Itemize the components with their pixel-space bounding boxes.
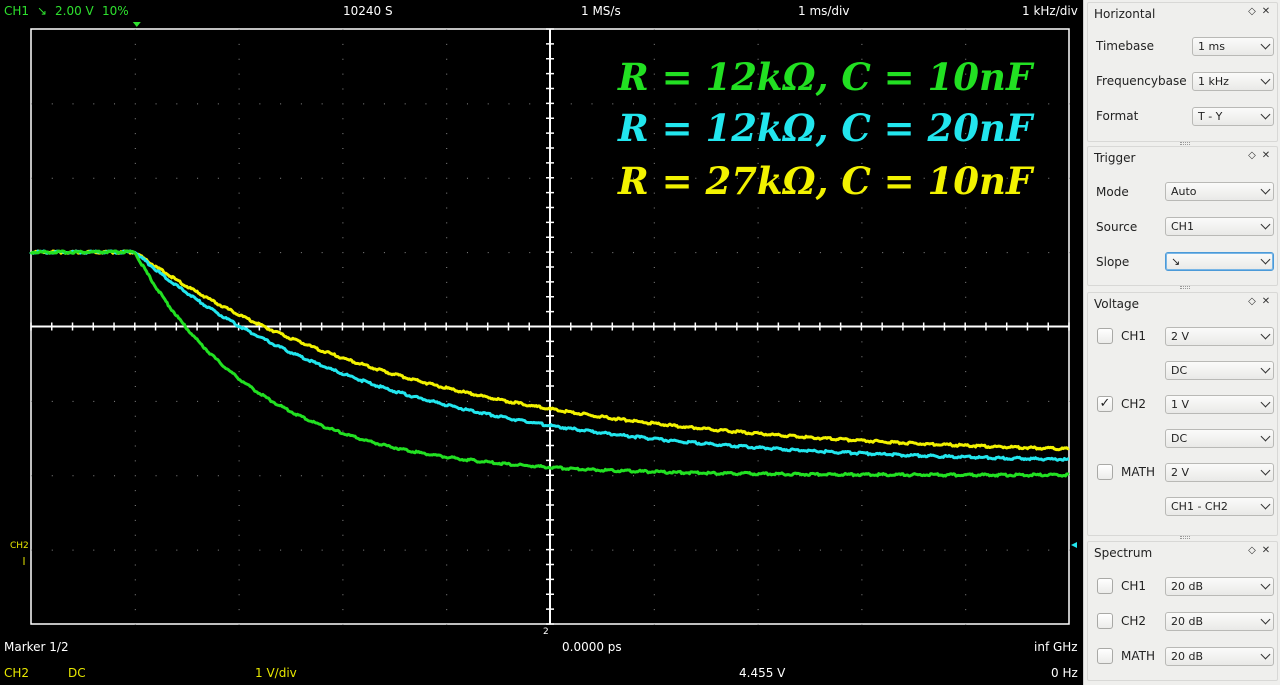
legend-entry-2: R = 12kΩ, C = 20nF [617, 106, 1035, 150]
marker-frequency: inf GHz [1034, 640, 1078, 654]
status-frequency: 0 Hz [1051, 666, 1078, 680]
chevron-down-icon [1260, 397, 1271, 408]
status-coupling: DC [68, 666, 86, 680]
dock-title-horizontal: Horizontal [1094, 7, 1156, 21]
chevron-down-icon [1260, 649, 1271, 660]
pretrigger: 10% [102, 4, 129, 18]
freqbase-readout: 1 kHz/div [1022, 4, 1078, 18]
dock-grip[interactable] [1180, 142, 1190, 145]
chevron-down-icon [1260, 74, 1271, 85]
slope-icon: ↘ [37, 4, 48, 18]
close-icon[interactable]: ✕ [1261, 6, 1271, 17]
float-icon[interactable]: ◇ [1248, 296, 1256, 307]
legend-entry-1: R = 12kΩ, C = 10nF [617, 55, 1035, 99]
checkmark-icon: ✓ [1099, 396, 1111, 411]
spectrum-ch2-label: CH2 [1121, 614, 1147, 628]
dock-grip[interactable] [1180, 286, 1190, 289]
dock-title-voltage: Voltage [1094, 297, 1140, 311]
chevron-down-icon [1260, 219, 1271, 230]
close-icon[interactable]: ✕ [1261, 296, 1271, 307]
chevron-down-icon [1260, 363, 1271, 374]
math-mode-select[interactable]: CH1 - CH2 [1165, 497, 1274, 516]
trace-2 [29, 249, 1070, 462]
slope-label: Slope [1096, 255, 1130, 269]
ch2-offset-marker: CH2 [10, 541, 29, 551]
ch1-voltage-label: CH1 [1121, 329, 1147, 343]
dock-grip[interactable] [1180, 536, 1190, 539]
spectrum-ch1-select[interactable]: 20 dB [1165, 577, 1274, 596]
ch2-coupling-select[interactable]: DC [1165, 429, 1274, 448]
timebase-select[interactable]: 1 ms [1192, 37, 1274, 56]
dock-title-trigger: Trigger [1094, 151, 1136, 165]
status-channel: CH1 [4, 4, 30, 18]
chevron-down-icon [1260, 39, 1271, 50]
legend-entry-3: R = 27kΩ, C = 10nF [617, 159, 1035, 203]
ch1-coupling-select[interactable]: DC [1165, 361, 1274, 380]
float-icon[interactable]: ◇ [1248, 150, 1256, 161]
math-checkbox[interactable] [1097, 464, 1113, 480]
waveform-plot[interactable]: CH2 2 R = 12kΩ, C = 10nF R = 12kΩ, C = 20nF… [0, 0, 1082, 685]
spectrum-dock: Spectrum ◇ ✕ CH1 20 dB CH2 20 dB MATH 20 … [1087, 541, 1278, 681]
freqbase-select[interactable]: 1 kHz [1192, 72, 1274, 91]
format-label: Format [1096, 109, 1139, 123]
chevron-down-icon [1260, 109, 1271, 120]
math-gain-select[interactable]: 2 V [1165, 463, 1274, 482]
ch1-gain-select[interactable]: 2 V [1165, 327, 1274, 346]
close-icon[interactable]: ✕ [1261, 545, 1271, 556]
status-channel-bottom: CH2 [4, 666, 30, 680]
ch2-voltage-label: CH2 [1121, 397, 1147, 411]
freqbase-label: Frequencybase [1096, 74, 1187, 88]
settings-panel: Horizontal ◇ ✕ Timebase 1 ms Frequencybas… [1083, 0, 1280, 685]
mode-select[interactable]: Auto [1165, 182, 1274, 201]
chevron-down-icon [1260, 579, 1271, 590]
slope-select[interactable]: ↘ [1165, 252, 1274, 271]
scope-display: CH1 ↘ 2.00 V 10% 10240 S 1 MS/s 1 ms/div… [0, 0, 1082, 685]
timebase-readout: 1 ms/div [798, 4, 850, 18]
source-label: Source [1096, 220, 1138, 234]
chevron-down-icon [1260, 254, 1271, 265]
dock-title-spectrum: Spectrum [1094, 546, 1153, 560]
float-icon[interactable]: ◇ [1248, 6, 1256, 17]
status-gain: 1 V/div [255, 666, 297, 680]
voltage-dock: Voltage ◇ ✕ CH1 2 V DC ✓ CH2 1 V DC MATH … [1087, 292, 1278, 539]
chevron-down-icon [1260, 499, 1271, 510]
trigger-dock: Trigger ◇ ✕ Mode Auto Source CH1 Slope ↘ [1087, 146, 1278, 289]
trigger-position-marker [132, 22, 141, 27]
chevron-down-icon [1260, 614, 1271, 625]
bottom-marker: 2 [543, 627, 549, 637]
spectrum-math-checkbox[interactable] [1097, 648, 1113, 664]
chevron-down-icon [1260, 329, 1271, 340]
sample-rate: 1 MS/s [581, 4, 621, 18]
ch2-level-marker [1071, 542, 1077, 548]
horizontal-dock: Horizontal ◇ ✕ Timebase 1 ms Frequencybas… [1087, 2, 1278, 145]
spectrum-ch2-checkbox[interactable] [1097, 613, 1113, 629]
ch2-gain-select[interactable]: 1 V [1165, 395, 1274, 414]
trace-3 [29, 249, 1070, 452]
marker-readout: Marker 1/2 [4, 640, 69, 654]
format-select[interactable]: T - Y [1192, 107, 1274, 126]
spectrum-math-label: MATH [1121, 649, 1155, 663]
spectrum-ch1-checkbox[interactable] [1097, 578, 1113, 594]
math-voltage-label: MATH [1121, 465, 1155, 479]
chevron-down-icon [1260, 431, 1271, 442]
spectrum-math-select[interactable]: 20 dB [1165, 647, 1274, 666]
spectrum-ch1-label: CH1 [1121, 579, 1147, 593]
mode-label: Mode [1096, 185, 1129, 199]
chevron-down-icon [1260, 465, 1271, 476]
ch2-checkbox[interactable]: ✓ [1097, 396, 1113, 412]
ch1-checkbox[interactable] [1097, 328, 1113, 344]
sample-count: 10240 S [343, 4, 393, 18]
timebase-label: Timebase [1096, 39, 1154, 53]
spectrum-ch2-select[interactable]: 20 dB [1165, 612, 1274, 631]
chevron-down-icon [1260, 184, 1271, 195]
float-icon[interactable]: ◇ [1248, 545, 1256, 556]
close-icon[interactable]: ✕ [1261, 150, 1271, 161]
trigger-level: 2.00 V [55, 4, 94, 18]
source-select[interactable]: CH1 [1165, 217, 1274, 236]
status-voltage: 4.455 V [739, 666, 786, 680]
marker-time: 0.0000 ps [562, 640, 622, 654]
trace-1 [29, 249, 1070, 478]
